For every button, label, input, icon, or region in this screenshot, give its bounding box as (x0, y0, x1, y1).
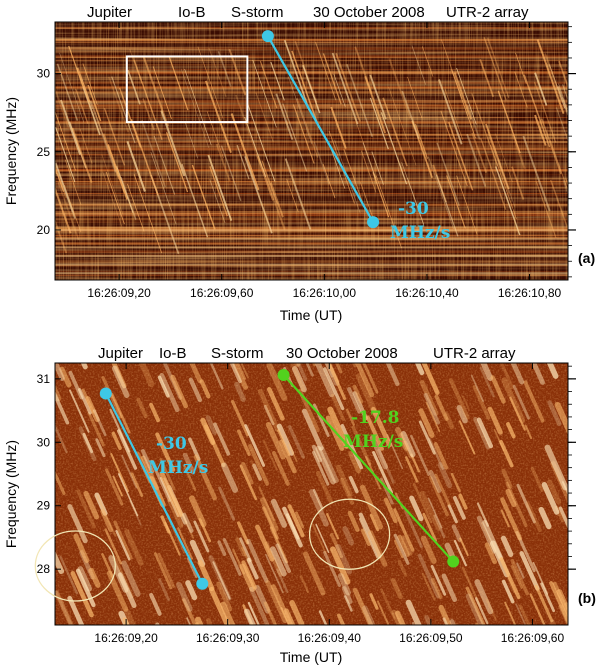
drift-start-marker (99, 387, 112, 400)
highlight-ellipse (34, 530, 116, 602)
drift-rate-label: -17.8 (351, 408, 399, 428)
x-tick-label: 16:26:09,30 (196, 631, 260, 645)
panel-label-a: (a) (578, 250, 595, 266)
x-tick-label: 16:26:09,60 (501, 631, 565, 645)
x-axis-title-b: Time (UT) (280, 649, 342, 665)
drift-line (266, 35, 375, 223)
texture-burst (55, 427, 57, 433)
title-event-a: S-storm (231, 4, 284, 21)
drift-start-marker (277, 369, 290, 382)
texture-burst (155, 622, 160, 625)
title-source-b: Io-B (159, 345, 187, 362)
x-tick-label: 16:26:09,20 (87, 286, 151, 300)
panel-b: Jupiter Io-B S-storm 30 October 2008 UTR… (0, 340, 600, 668)
highlight-ellipse (308, 498, 391, 570)
y-tick-label: 25 (37, 145, 51, 159)
y-tick-label: 30 (37, 67, 51, 81)
texture-burst (21, 423, 36, 457)
y-tick-label: 28 (37, 562, 51, 576)
texture-burst (475, 622, 479, 625)
texture-burst (32, 388, 48, 423)
texture-burst (15, 351, 29, 382)
drift-rate-label: MHz/s (148, 458, 208, 478)
y-tick-label: 29 (37, 499, 51, 513)
plot-frame-a (54, 21, 569, 281)
texture-burst (565, 179, 568, 187)
title-event-b: S-storm (211, 345, 264, 362)
drift-end-marker (367, 216, 380, 229)
x-tick-label: 16:26:09,50 (399, 631, 463, 645)
texture-burst (32, 345, 46, 375)
y-tick-label: 30 (37, 435, 51, 449)
drift-line (282, 374, 455, 563)
texture-burst (33, 469, 44, 493)
texture-burst (31, 588, 41, 611)
plot-frame-b (54, 362, 569, 626)
drift-rate-label: MHz/s (343, 432, 403, 452)
x-tick-label: 16:26:10,00 (293, 286, 357, 300)
spectrogram-b-chart: Jupiter Io-B S-storm 30 October 2008 UTR… (3, 345, 596, 665)
x-axis-title-a: Time (UT) (280, 307, 342, 323)
texture-burst (22, 571, 33, 596)
x-tick-label: 16:26:09,20 (94, 631, 158, 645)
spectrogram-b-image (15, 345, 568, 625)
zoom-box (125, 55, 249, 124)
spectrogram-a-chart: Jupiter Io-B S-storm 30 October 2008 UTR… (3, 4, 595, 323)
texture-burst (40, 525, 50, 548)
texture-burst (15, 407, 30, 441)
panel-label-b: (b) (578, 590, 596, 606)
drift-start-marker (261, 30, 274, 43)
drift-rate-label: -30 (398, 199, 429, 219)
texture-burst (37, 385, 49, 412)
texture-burst (567, 184, 568, 187)
drift-end-marker (196, 577, 209, 590)
y-axis-title-a: Frequency (MHz) (3, 97, 19, 205)
x-tick-label: 16:26:10,80 (498, 286, 562, 300)
spectrogram-a-image (55, 22, 568, 280)
x-tick-label: 16:26:09,40 (298, 631, 362, 645)
texture-burst (43, 475, 50, 491)
drift-end-marker (447, 555, 460, 568)
y-tick-label: 20 (37, 223, 51, 237)
x-tick-label: 16:26:10,40 (395, 286, 459, 300)
y-axis-title-b: Frequency (MHz) (3, 440, 19, 548)
y-tick-label: 31 (37, 372, 51, 386)
title-source-a: Io-B (178, 4, 206, 21)
title-instrument-a: UTR-2 array (446, 4, 529, 21)
texture-burst (34, 409, 45, 434)
texture-burst (564, 602, 568, 614)
drift-rate-label: MHz/s (390, 223, 450, 243)
drift-rate-label: -30 (156, 434, 187, 454)
title-date-a: 30 October 2008 (313, 4, 425, 21)
title-object-a: Jupiter (87, 4, 132, 21)
title-instrument-b: UTR-2 array (433, 345, 516, 362)
title-object-b: Jupiter (98, 345, 143, 362)
drift-line (104, 392, 204, 585)
title-date-b: 30 October 2008 (286, 345, 398, 362)
x-tick-label: 16:26:09,60 (190, 286, 254, 300)
panel-a: Jupiter Io-B S-storm 30 October 2008 UTR… (0, 0, 600, 330)
